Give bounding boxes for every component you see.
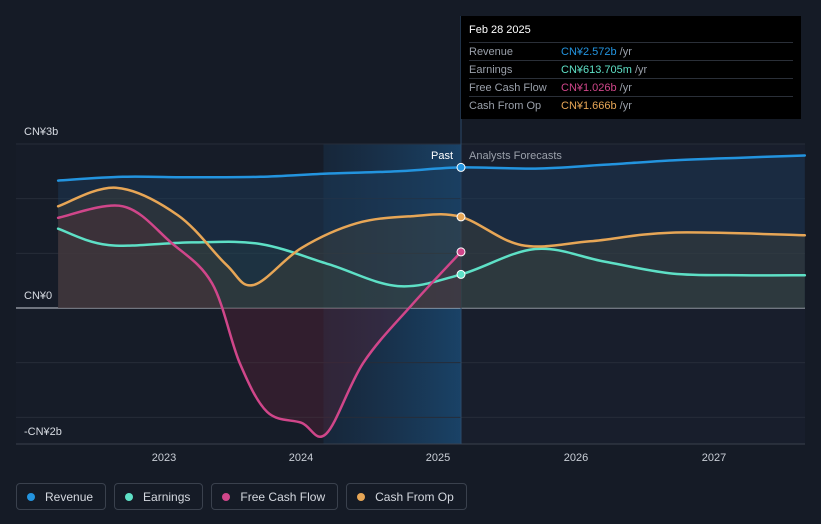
- tooltip-row-unit: /yr: [619, 81, 632, 94]
- tooltip-row-unit: /yr: [634, 63, 648, 76]
- marker-free-cash-flow: [456, 247, 466, 257]
- tooltip-row-name: Cash From Op: [469, 99, 542, 112]
- legend-label: Cash From Op: [375, 489, 454, 504]
- legend-item-cash-from-op[interactable]: Cash From Op: [346, 483, 467, 510]
- y-tick-label: CN¥0: [24, 290, 53, 302]
- area-revenue: [58, 155, 805, 308]
- area-earnings: [58, 228, 805, 308]
- line-revenue: [56, 154, 807, 182]
- past-label: Past: [431, 150, 454, 162]
- y-tick-label: CN¥3b: [24, 126, 59, 138]
- legend-item-free-cash-flow[interactable]: Free Cash Flow: [211, 483, 339, 510]
- tooltip-row-name: Free Cash Flow: [469, 81, 547, 94]
- area-free-cash-flow: [58, 205, 461, 437]
- legend-dot-icon: [222, 492, 231, 501]
- legend-item-earnings[interactable]: Earnings: [114, 483, 204, 510]
- legend-label: Revenue: [45, 489, 94, 504]
- x-tick-label: 2027: [701, 452, 727, 464]
- tooltip-row-earnings: Earnings CN¥613.705m /yr: [469, 60, 793, 78]
- tooltip-row-value: CN¥2.572b: [561, 45, 617, 58]
- tooltip-row-name: Earnings: [469, 63, 513, 76]
- legend-dot-icon: [357, 492, 366, 501]
- forecast-band: [461, 144, 805, 444]
- line-free-cash-flow: [56, 204, 463, 439]
- tooltip-row-free-cash-flow: Free Cash Flow CN¥1.026b /yr: [469, 78, 793, 96]
- tooltip-row-revenue: Revenue CN¥2.572b /yr: [469, 42, 793, 60]
- x-tick-label: 2024: [288, 452, 314, 464]
- marker-revenue: [456, 162, 466, 172]
- tooltip-row-name: Revenue: [469, 45, 514, 58]
- marker-cash-from-op: [456, 212, 466, 222]
- x-tick-label: 2023: [151, 452, 177, 464]
- x-tick-label: 2025: [425, 452, 451, 464]
- tooltip-row-value: CN¥613.705m: [561, 63, 632, 76]
- data-tooltip: Feb 28 2025 Revenue CN¥2.572b /yr Earnin…: [461, 16, 801, 119]
- x-tick-label: 2026: [563, 452, 589, 464]
- tooltip-date: Feb 28 2025: [469, 24, 531, 36]
- tooltip-row-unit: /yr: [619, 45, 632, 58]
- past-band: [16, 144, 324, 444]
- chart-legend: Revenue Earnings Free Cash Flow Cash Fro…: [16, 483, 467, 510]
- marker-earnings: [456, 269, 466, 279]
- y-tick-label: -CN¥2b: [24, 426, 62, 438]
- line-cash-from-op: [56, 186, 807, 287]
- area-cash-from-op: [58, 187, 805, 308]
- tooltip-row-unit: /yr: [619, 99, 632, 112]
- legend-item-revenue[interactable]: Revenue: [16, 483, 107, 510]
- legend-label: Earnings: [143, 489, 191, 504]
- tooltip-row-cash-from-op: Cash From Op CN¥1.666b /yr: [469, 96, 793, 114]
- tooltip-row-value: CN¥1.026b: [561, 81, 617, 94]
- forecast-label: Analysts Forecasts: [469, 150, 562, 162]
- legend-dot-icon: [27, 492, 35, 501]
- legend-dot-icon: [125, 492, 134, 501]
- line-earnings: [56, 227, 807, 288]
- tooltip-row-value: CN¥1.666b: [561, 99, 617, 112]
- legend-label: Free Cash Flow: [240, 489, 326, 504]
